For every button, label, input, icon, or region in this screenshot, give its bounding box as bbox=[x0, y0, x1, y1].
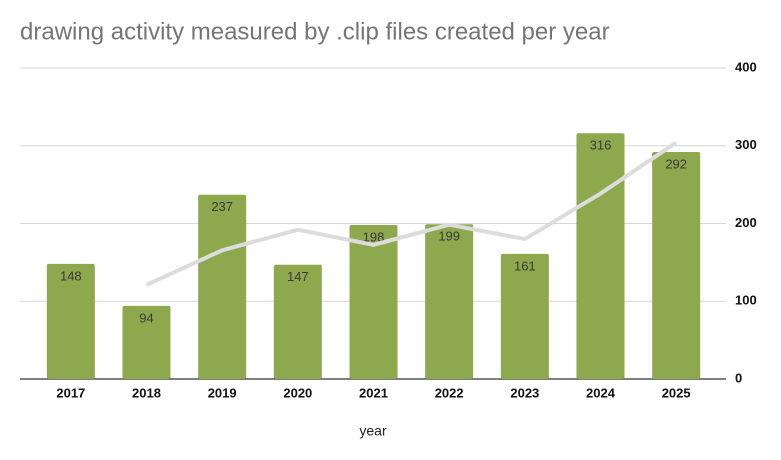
y-tick-label: 100 bbox=[735, 293, 757, 308]
x-tick-label: 2020 bbox=[283, 385, 312, 400]
data-label: 199 bbox=[438, 229, 460, 244]
data-label: 316 bbox=[590, 138, 612, 153]
bar bbox=[273, 264, 322, 379]
x-tick-label: 2023 bbox=[510, 385, 539, 400]
x-tick-label: 2022 bbox=[435, 385, 464, 400]
data-label: 161 bbox=[514, 258, 536, 273]
x-tick-label: 2017 bbox=[56, 385, 85, 400]
bar bbox=[198, 194, 247, 379]
data-label: 148 bbox=[60, 268, 82, 283]
bar bbox=[652, 151, 701, 379]
bar bbox=[425, 224, 474, 379]
chart-title: drawing activity measured by .clip files… bbox=[20, 18, 610, 45]
y-tick-label: 0 bbox=[735, 370, 742, 385]
data-label: 94 bbox=[139, 310, 153, 325]
data-label: 292 bbox=[665, 156, 687, 171]
trend-line bbox=[145, 140, 678, 287]
y-tick-label: 400 bbox=[735, 59, 757, 74]
x-tick-label: 2025 bbox=[662, 385, 691, 400]
bar bbox=[122, 305, 171, 379]
y-tick-label: 300 bbox=[735, 137, 757, 152]
data-label: 147 bbox=[287, 269, 309, 284]
data-label: 198 bbox=[363, 229, 385, 244]
x-axis-label: year bbox=[359, 423, 387, 439]
bar bbox=[500, 253, 549, 379]
bar bbox=[46, 263, 95, 379]
x-tick-label: 2024 bbox=[586, 385, 616, 400]
x-tick-label: 2021 bbox=[359, 385, 388, 400]
bar bbox=[576, 133, 625, 379]
data-label: 237 bbox=[211, 199, 233, 214]
x-tick-label: 2019 bbox=[208, 385, 237, 400]
x-tick-label: 2018 bbox=[132, 385, 161, 400]
y-tick-label: 200 bbox=[735, 215, 757, 230]
bar bbox=[349, 225, 398, 379]
